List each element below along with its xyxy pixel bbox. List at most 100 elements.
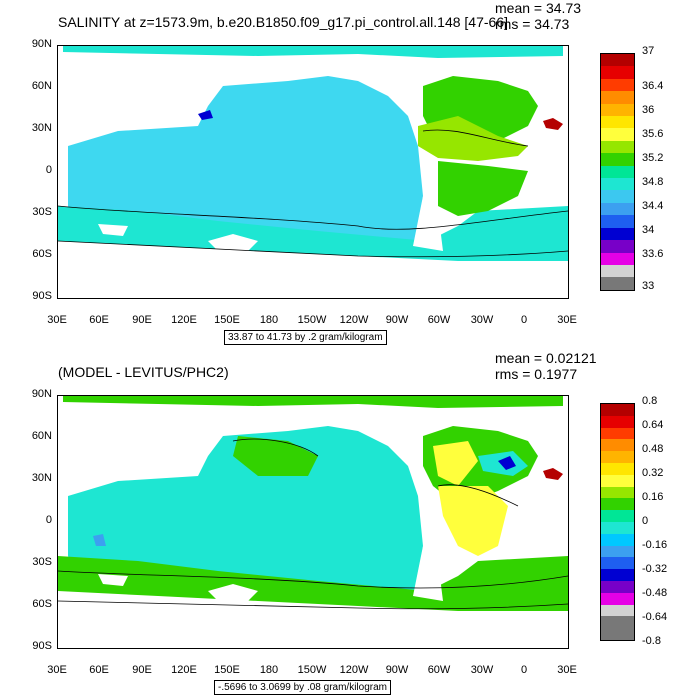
x-tick-label: 150W: [297, 664, 327, 676]
colorbar-swatch: [601, 54, 634, 67]
mediterranean-outflow: [543, 118, 563, 130]
south-atlantic-region: [438, 161, 528, 216]
colorbar-swatch: [601, 153, 634, 166]
colorbar-label: 33.6: [642, 248, 664, 260]
y-tick-label: 0: [45, 164, 52, 176]
x-tick-label: 0: [520, 664, 528, 676]
colorbar: [600, 403, 635, 641]
colorbar-swatch: [601, 202, 634, 216]
colorbar-swatch: [601, 264, 634, 278]
plot-title: SALINITY at z=1573.9m, b.e20.B1850.f09_g…: [58, 14, 508, 30]
colorbar-label: -0.32: [642, 563, 668, 575]
colorbar: [600, 53, 635, 291]
colorbar-swatch: [601, 252, 634, 265]
x-tick-label: 90W: [385, 314, 409, 326]
rms-value: rms = 34.73: [495, 16, 570, 32]
x-tick-label: 60E: [89, 664, 109, 676]
japan-sea-spot: [198, 110, 213, 120]
salinity-map: [57, 45, 569, 299]
colorbar-swatch: [601, 404, 634, 416]
colorbar-swatch: [601, 486, 634, 499]
y-tick-label: 30N: [31, 472, 52, 484]
mean-value: mean = 34.73: [495, 0, 582, 16]
colorbar-label: 35.2: [642, 152, 664, 164]
y-tick-label: 90S: [32, 640, 52, 652]
x-tick-label: 120E: [171, 314, 197, 326]
salinity-map-svg: [58, 46, 568, 298]
colorbar-label: 36: [642, 104, 655, 116]
contour-range-label: -.5696 to 3.0699 by .08 gram/kilogram: [214, 680, 391, 695]
y-tick-label: 60S: [32, 598, 52, 610]
colorbar-label: -0.64: [642, 611, 668, 623]
colorbar-label: 0: [642, 515, 649, 527]
colorbar-label: -0.48: [642, 587, 668, 599]
colorbar-label: 36.4: [642, 80, 664, 92]
colorbar-swatch: [601, 580, 634, 593]
x-tick-label: 30E: [557, 314, 577, 326]
atlantic-band-region: [418, 116, 528, 161]
mean-value: mean = 0.02121: [495, 350, 597, 366]
x-tick-label: 30E: [47, 664, 67, 676]
x-tick-label: 60W: [427, 664, 451, 676]
colorbar-swatch: [601, 521, 634, 534]
colorbar-label: 0.48: [642, 443, 664, 455]
colorbar-swatch: [601, 165, 634, 179]
x-tick-label: 30W: [470, 664, 494, 676]
colorbar-swatch: [601, 462, 634, 475]
colorbar-label: 33: [642, 280, 655, 292]
x-tick-label: 120W: [339, 314, 369, 326]
colorbar-swatch: [601, 628, 634, 640]
colorbar-swatch: [601, 451, 634, 463]
colorbar-label: 34: [642, 224, 655, 236]
y-tick-label: 90S: [32, 290, 52, 302]
colorbar-label: 0.16: [642, 491, 664, 503]
colorbar-swatch: [601, 78, 634, 92]
colorbar-swatch: [601, 116, 634, 129]
colorbar-label: 0.32: [642, 467, 664, 479]
x-tick-label: 90E: [132, 314, 152, 326]
colorbar-swatch: [601, 277, 634, 290]
colorbar-swatch: [601, 240, 634, 253]
colorbar-label: -0.16: [642, 539, 668, 551]
colorbar-swatch: [601, 474, 634, 487]
difference-map-svg: [58, 396, 568, 648]
colorbar-swatch: [601, 103, 634, 117]
y-tick-label: 60N: [31, 430, 52, 442]
y-tick-label: 90N: [31, 38, 52, 50]
colorbar-swatch: [601, 190, 634, 203]
colorbar-swatch: [601, 533, 634, 546]
colorbar-swatch: [601, 616, 634, 629]
y-tick-label: 30S: [32, 206, 52, 218]
pacific-indian-region: [68, 76, 423, 246]
arctic-ocean-region: [63, 46, 563, 58]
colorbar-swatch: [601, 557, 634, 570]
colorbar-swatch: [601, 439, 634, 452]
colorbar-swatch: [601, 604, 634, 617]
x-tick-label: 60E: [89, 314, 109, 326]
x-tick-label: 90E: [132, 664, 152, 676]
colorbar-label: 34.8: [642, 176, 664, 188]
x-tick-label: 30E: [557, 664, 577, 676]
y-tick-label: 30S: [32, 556, 52, 568]
colorbar-swatch: [601, 91, 634, 104]
colorbar-swatch: [601, 569, 634, 581]
y-tick-label: 90N: [31, 388, 52, 400]
rms-value: rms = 0.1977: [495, 366, 578, 382]
colorbar-swatch: [601, 545, 634, 558]
colorbar-label: 35.6: [642, 128, 664, 140]
colorbar-swatch: [601, 415, 634, 428]
colorbar-swatch: [601, 140, 634, 154]
colorbar-swatch: [601, 128, 634, 141]
colorbar-swatch: [601, 227, 634, 241]
colorbar-label: 0.8: [642, 395, 658, 407]
colorbar-swatch: [601, 498, 634, 511]
x-tick-label: 120W: [339, 664, 369, 676]
colorbar-label: -0.8: [642, 635, 661, 647]
difference-panel: (MODEL - LEVITUS/PHC2) mean = 0.02121 rm…: [0, 350, 700, 700]
x-tick-label: 30W: [470, 314, 494, 326]
x-tick-label: 0: [520, 314, 528, 326]
x-tick-label: 150E: [214, 664, 240, 676]
x-tick-label: 180: [259, 314, 279, 326]
x-tick-label: 150E: [214, 314, 240, 326]
y-tick-label: 60S: [32, 248, 52, 260]
